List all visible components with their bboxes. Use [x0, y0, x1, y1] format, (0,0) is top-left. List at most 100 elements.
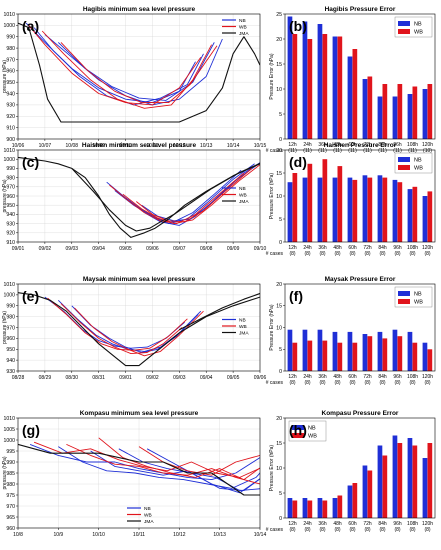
bar-nb [407, 94, 413, 139]
x-tick-label: 60h [348, 142, 357, 148]
bar-wb [337, 495, 343, 518]
chart-title: Maysak minimum sea level pressure [83, 276, 196, 283]
x-tick-label: 10/10 [92, 532, 105, 538]
x-tick-label: 120h [422, 521, 433, 527]
x-tick-label: 84h [378, 374, 387, 380]
bar-wb [307, 39, 313, 139]
bar-nb [362, 334, 368, 371]
case-count-label: (11) [363, 148, 372, 154]
legend: NB WB [394, 286, 433, 308]
bar-nb [392, 179, 398, 242]
bar-wb [412, 86, 418, 139]
panel-f: Maysak Pressure Error Pressure Error (hPa… [266, 276, 436, 386]
bar-nb [407, 438, 413, 518]
panel-label: (h) [289, 422, 307, 438]
series-line-wb [74, 307, 204, 357]
x-tick-label: 08/31 [92, 375, 105, 381]
x-tick-label: 48h [333, 374, 342, 380]
legend-swatch-nb [398, 21, 410, 26]
x-tick-label: 09/01 [119, 375, 132, 381]
x-tick-label: 09/01 [12, 246, 25, 252]
plot-frame [284, 417, 436, 519]
plot-frame [17, 13, 261, 140]
series-line-jma [71, 162, 260, 232]
bar-nb [347, 485, 353, 518]
y-tick-label: 970 [6, 185, 15, 191]
bar-nb [362, 465, 368, 518]
bar-wb [337, 36, 343, 139]
case-count-label: (8) [424, 527, 430, 533]
bar-wb [352, 342, 358, 371]
bar-nb [392, 96, 398, 139]
bar-wb [427, 84, 433, 139]
y-tick-label: 960 [6, 194, 15, 200]
y-tick-label: 980 [6, 46, 15, 52]
y-tick-label: 980 [6, 314, 15, 320]
y-tick-label: 15 [276, 304, 282, 310]
legend-label: NB [239, 317, 246, 323]
bar-nb [302, 21, 308, 139]
x-tick-label: 36h [318, 142, 327, 148]
y-tick-label: 920 [6, 231, 15, 237]
panel-e: Maysak minimum sea level pressure pressur… [2, 276, 266, 381]
y-tick-label: 965 [6, 515, 15, 521]
y-tick-label: 1010 [3, 416, 15, 422]
legend-label: WB [414, 300, 423, 306]
bar-wb [427, 191, 433, 242]
y-axis-label: pressure (hPa) [2, 456, 8, 489]
bar-wb [412, 445, 418, 518]
case-count-label: (8) [349, 380, 355, 386]
bar-nb [317, 498, 323, 518]
x-tick-label: 10/14 [254, 532, 267, 538]
case-count-label: (11) [348, 148, 357, 154]
bar-wb [352, 483, 358, 518]
x-tick-label: 10/09 [92, 143, 105, 149]
x-tick-label: 96h [393, 521, 402, 527]
case-count-label: (8) [364, 380, 370, 386]
y-tick-label: 5 [279, 217, 282, 223]
y-tick-label: 950 [6, 347, 15, 353]
bar-nb [287, 16, 293, 139]
bar-wb [352, 49, 358, 139]
bar-nb [422, 196, 428, 242]
bar-nb [422, 342, 428, 371]
bar-nb [287, 498, 293, 518]
legend-label: WB [239, 24, 247, 30]
x-tick-label: 60h [348, 245, 357, 251]
x-tick-label: 12h [288, 521, 297, 527]
legend-label: WB [239, 324, 247, 330]
x-tick-label: 24h [303, 521, 312, 527]
plot-frame [284, 283, 436, 372]
x-tick-label: 09/05 [227, 375, 240, 381]
case-count-label: (8) [379, 527, 385, 533]
bar-wb [292, 173, 298, 242]
legend-label: JMA [239, 330, 249, 336]
bar-wb [292, 500, 298, 518]
panel-h: Kompasu Pressure Error Pressure Error (hP… [266, 410, 436, 533]
x-tick-label: 10/15 [254, 143, 267, 149]
y-tick-label: 5 [279, 347, 282, 353]
bar-nb [317, 24, 323, 139]
y-tick-label: 990 [6, 166, 15, 172]
chart-title: Haishen Pressure Error [324, 142, 397, 149]
x-tick-label: 10/13 [200, 143, 213, 149]
y-tick-label: 1010 [3, 12, 15, 18]
bar-nb [332, 36, 338, 139]
case-count-label: (8) [409, 251, 415, 257]
y-tick-label: 990 [6, 460, 15, 466]
bar-nb [347, 331, 353, 371]
x-tick-label: 08/30 [66, 375, 79, 381]
bar-nb [332, 177, 338, 242]
case-count-label: (8) [349, 251, 355, 257]
y-tick-label: 5 [279, 491, 282, 497]
y-axis-label: pressure (hPa) [2, 179, 8, 212]
case-count-label: (11) [303, 148, 312, 154]
x-tick-label: 10/07 [39, 143, 52, 149]
y-tick-label: 990 [6, 304, 15, 310]
series-line-wb [60, 303, 183, 355]
bar-nb [317, 177, 323, 242]
case-count-label: (8) [334, 527, 340, 533]
y-tick-label: 900 [6, 137, 15, 143]
